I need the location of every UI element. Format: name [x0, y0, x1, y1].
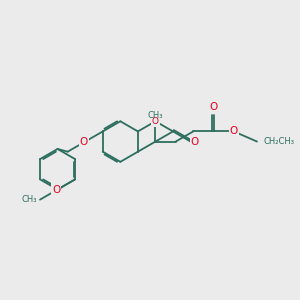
Text: O: O — [152, 117, 159, 126]
Text: O: O — [230, 126, 238, 136]
Text: CH₃: CH₃ — [21, 195, 37, 204]
Text: O: O — [80, 136, 88, 147]
Text: O: O — [52, 184, 60, 194]
Text: O: O — [190, 136, 199, 147]
Text: CH₂CH₃: CH₂CH₃ — [263, 137, 294, 146]
Text: O: O — [209, 101, 218, 112]
Text: CH₃: CH₃ — [148, 111, 163, 120]
